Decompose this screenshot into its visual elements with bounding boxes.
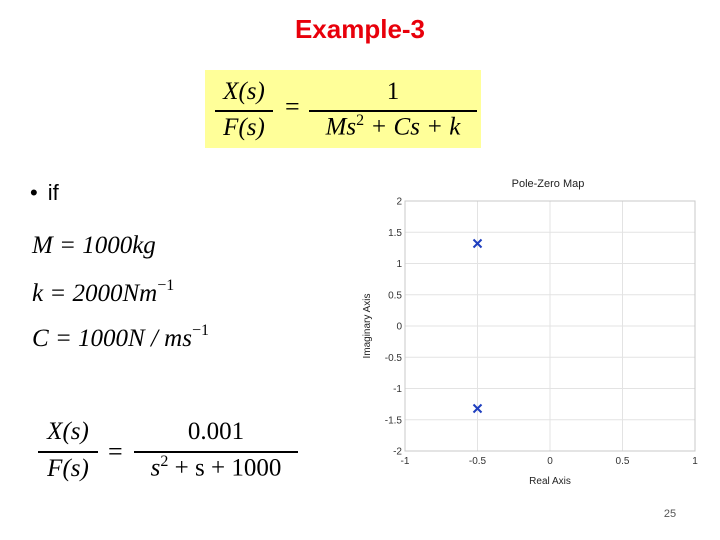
y-tick-label: -1.5 (385, 415, 403, 426)
param-value: = 2000Nm (49, 280, 158, 307)
pole-marker-stroke (472, 238, 483, 249)
param-value: = 1000N / ms (54, 325, 192, 352)
specific-rhs-numerator: 0.001 (187, 418, 245, 445)
bullet-text: if (47, 180, 59, 205)
y-tick-label: 0 (396, 322, 402, 333)
general-lhs-bar (215, 110, 273, 112)
general-lhs-denominator: F(s) (223, 114, 265, 141)
y-tick-label: 0.5 (388, 290, 402, 301)
specific-lhs-bar (38, 451, 98, 453)
specific-rhs-fraction: 0.001 s2 + s + 1000 (134, 416, 298, 488)
specific-rhs-den-exponent: 2 (160, 453, 169, 470)
general-lhs-fraction: X(s) F(s) (213, 76, 275, 144)
x-tick-label: -0.5 (469, 456, 487, 467)
general-transfer-function: X(s) F(s) = 1 Ms2 + Cs + k (205, 70, 481, 148)
chart-title: Pole-Zero Map (511, 178, 585, 190)
param-stiffness: k = 2000Nm−1 (32, 277, 174, 308)
general-rhs-bar (309, 110, 477, 112)
x-tick-label: 0 (547, 456, 553, 467)
y-tick-label: 1 (396, 259, 402, 270)
specific-lhs-fraction: X(s) F(s) (36, 416, 100, 488)
plot-frame (404, 200, 696, 452)
specific-rhs-bar (134, 451, 298, 453)
pole-zero-map-chart: -1 -0.5 0 0.5 1 -2 -1.5 -1 -0.5 0 0.5 1 1.5 2 Real Axi… (362, 197, 698, 488)
slide-title: Example-3 (294, 14, 426, 44)
general-lhs-numerator: X(s) (223, 78, 265, 105)
bullet-if: • if (30, 180, 59, 206)
general-rhs-den-exponent: 2 (356, 112, 365, 129)
y-tick-label: -1 (393, 384, 402, 395)
y-tick-label: 2 (396, 197, 402, 208)
y-tick-label: 1.5 (388, 228, 402, 239)
x-tick-label: 0.5 (616, 456, 630, 467)
param-exponent: −1 (157, 277, 175, 294)
pole-marker (472, 403, 483, 414)
general-rhs-den-term2: + Cs + k (370, 113, 461, 141)
pole-marker (472, 238, 483, 249)
specific-equals-sign: = (108, 437, 123, 466)
specific-lhs-numerator: X(s) (47, 418, 89, 445)
x-tick-label: 1 (692, 456, 698, 467)
general-rhs-denominator: Ms2 + Cs + k (309, 112, 477, 141)
param-var: C (32, 325, 49, 352)
specific-transfer-function: X(s) F(s) = 0.001 s2 + s + 1000 (36, 416, 306, 488)
specific-rhs-den-term1: s (150, 454, 161, 482)
param-exponent: −1 (191, 322, 209, 339)
pole-marker-stroke (472, 403, 483, 414)
specific-lhs-denominator: F(s) (47, 455, 89, 482)
x-tick-label: -1 (401, 456, 410, 467)
specific-rhs-denominator: s2 + s + 1000 (134, 453, 298, 482)
param-mass: M = 1000kg (32, 232, 156, 260)
general-rhs-numerator: 1 (386, 78, 400, 105)
general-rhs-fraction: 1 Ms2 + Cs + k (309, 76, 477, 144)
specific-rhs-den-term2: + s + 1000 (174, 454, 282, 482)
bullet-dot: • (30, 180, 38, 205)
x-axis-label: Real Axis (529, 476, 571, 487)
param-damping: C = 1000N / ms−1 (32, 322, 209, 353)
y-tick-label: -2 (393, 447, 402, 458)
y-axis-label: Imaginary Axis (362, 293, 373, 358)
param-var: k (32, 280, 44, 307)
page-number: 25 (663, 508, 677, 520)
general-equals-sign: = (285, 92, 300, 121)
y-tick-label: -0.5 (385, 353, 403, 364)
general-rhs-den-term1: Ms (325, 113, 357, 141)
param-var: M (32, 232, 53, 259)
param-value: = 1000kg (59, 232, 156, 259)
